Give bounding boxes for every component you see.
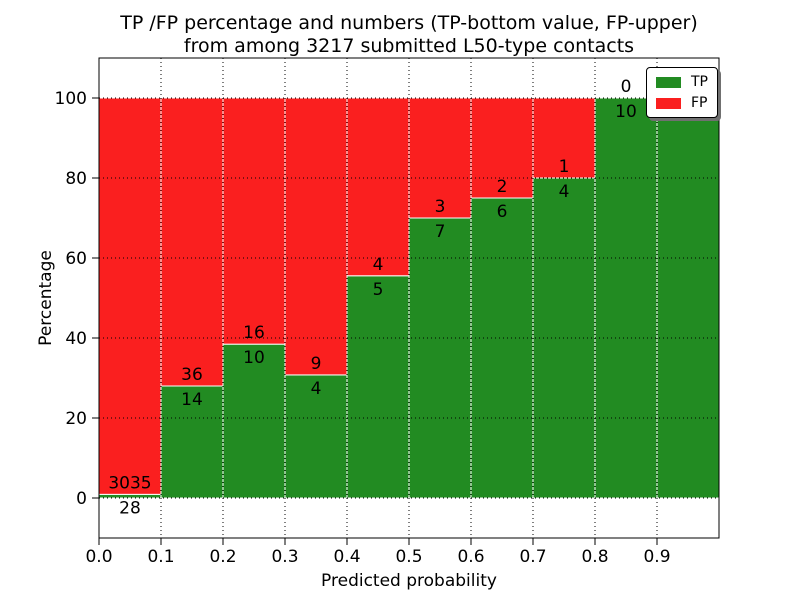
x-tick-label-0.3: 0.3 xyxy=(271,547,298,567)
bar-fp-1 xyxy=(160,97,224,387)
fp-count-label-4: 4 xyxy=(373,255,384,275)
tp-count-label-0: 28 xyxy=(119,498,141,518)
legend-row-fp: FP xyxy=(656,96,708,110)
bar-fp-3 xyxy=(284,97,348,376)
bar-fp-4 xyxy=(346,97,410,277)
fp-count-label-8: 0 xyxy=(621,77,632,97)
bar-fp-6 xyxy=(470,97,534,199)
bar-tp-8 xyxy=(594,97,658,499)
tp-count-label-3: 4 xyxy=(311,379,322,399)
y-tick-label-20: 20 xyxy=(65,409,87,429)
bar-tp-9 xyxy=(656,97,720,499)
chart-title-text: TP /FP percentage and numbers (TP-bottom… xyxy=(120,12,698,57)
tp-count-label-6: 6 xyxy=(497,202,508,222)
bar-fp-2 xyxy=(222,97,286,345)
fp-count-label-2: 16 xyxy=(243,323,265,343)
y-tick-label-100: 100 xyxy=(55,89,87,109)
bar-fp-5 xyxy=(408,97,472,219)
bar-tp-4 xyxy=(346,275,410,499)
tp-count-label-7: 4 xyxy=(559,182,570,202)
bar-fp-7 xyxy=(532,97,596,179)
tp-count-label-1: 14 xyxy=(181,390,203,410)
legend-label-fp: FP xyxy=(691,95,708,111)
legend-row-tp: TP xyxy=(656,75,708,89)
fp-count-label-0: 3035 xyxy=(108,473,151,493)
legend-swatch-fp xyxy=(656,97,681,109)
x-tick-label-0.2: 0.2 xyxy=(209,547,236,567)
fp-count-label-5: 3 xyxy=(435,197,446,217)
y-tick-label-60: 60 xyxy=(65,249,87,269)
x-tick-label-0.1: 0.1 xyxy=(147,547,174,567)
x-tick-label-0.6: 0.6 xyxy=(457,547,484,567)
y-tick-label-40: 40 xyxy=(65,329,87,349)
fp-count-label-3: 9 xyxy=(311,354,322,374)
x-tick-label-0.0: 0.0 xyxy=(85,547,112,567)
fp-count-label-1: 36 xyxy=(181,365,203,385)
x-tick-label-0.9: 0.9 xyxy=(643,547,670,567)
x-tick-label-0.8: 0.8 xyxy=(581,547,608,567)
tp-count-label-2: 10 xyxy=(243,348,265,368)
tp-count-label-4: 5 xyxy=(373,280,384,300)
bar-tp-5 xyxy=(408,217,472,499)
y-axis-title: Percentage xyxy=(36,250,56,346)
tp-count-label-8: 10 xyxy=(615,102,637,122)
legend: TP FP xyxy=(646,67,718,118)
legend-swatch-tp xyxy=(656,76,681,88)
fp-count-label-7: 1 xyxy=(559,157,570,177)
legend-label-tp: TP xyxy=(691,74,708,90)
chart-title: TP /FP percentage and numbers (TP-bottom… xyxy=(49,12,769,58)
x-tick-label-0.7: 0.7 xyxy=(519,547,546,567)
y-tick-label-0: 0 xyxy=(76,489,87,509)
y-tick-label-80: 80 xyxy=(65,169,87,189)
bar-fp-0 xyxy=(98,97,162,495)
fp-count-label-6: 2 xyxy=(497,177,508,197)
tp-count-label-5: 7 xyxy=(435,222,446,242)
bar-tp-6 xyxy=(470,197,534,499)
x-tick-label-0.4: 0.4 xyxy=(333,547,360,567)
x-axis-title: Predicted probability xyxy=(321,571,497,591)
bar-tp-3 xyxy=(284,374,348,499)
x-tick-label-0.5: 0.5 xyxy=(395,547,422,567)
